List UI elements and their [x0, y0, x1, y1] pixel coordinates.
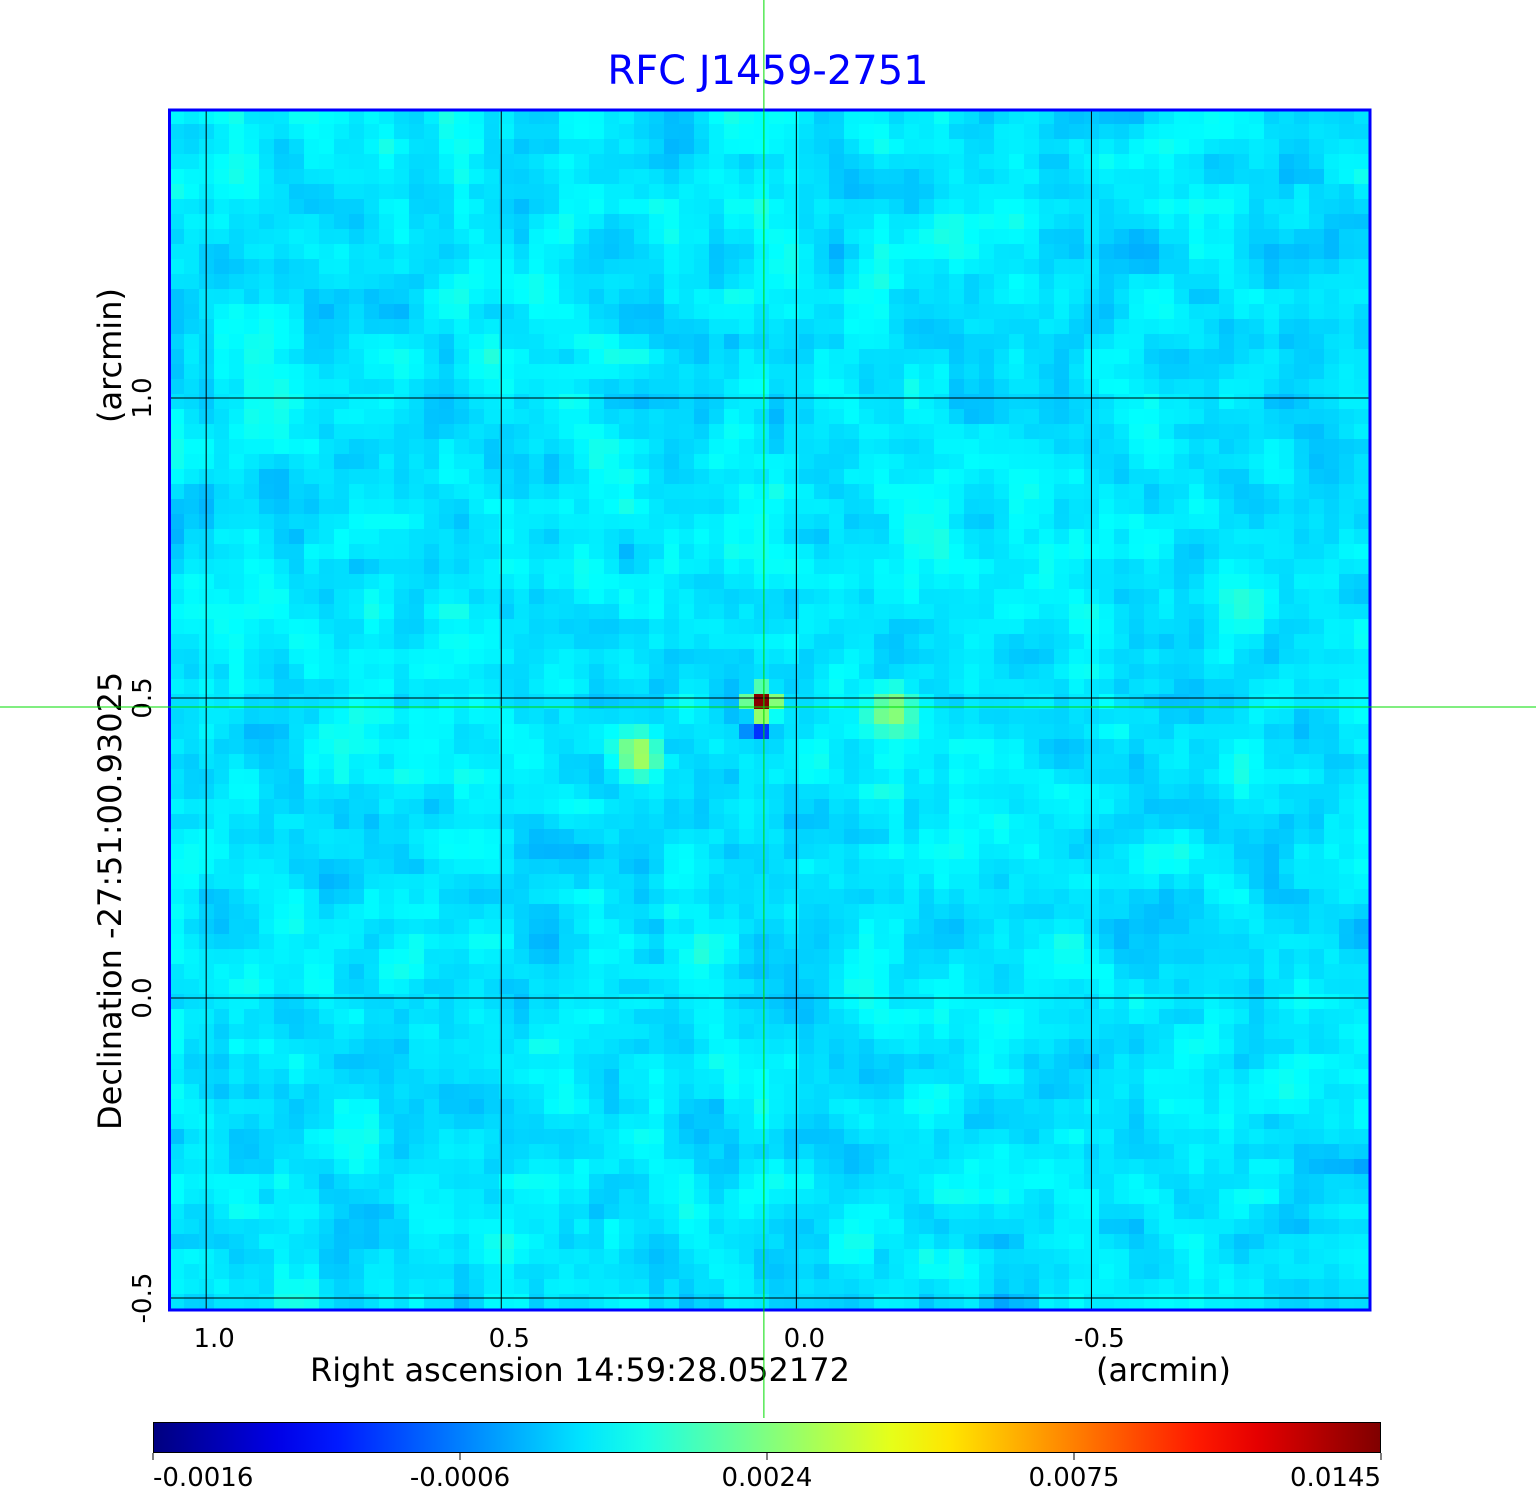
intensity-map [169, 109, 1370, 1310]
plot-area [169, 109, 1370, 1310]
colorbar [153, 1422, 1381, 1453]
colorbar-tick-label: 0.0075 [1029, 1463, 1120, 1493]
colorbar-tick-label: -0.0006 [410, 1463, 510, 1493]
y-tick-label: 1.0 [128, 377, 158, 418]
x-tick-label: 1.0 [194, 1324, 235, 1354]
y-tick-label: -0.5 [128, 1273, 158, 1324]
colorbar-tick-label: 0.0145 [1290, 1463, 1381, 1493]
x-tick-label: 0.5 [489, 1324, 530, 1354]
x-tick-labels: 1.0 0.5 0.0 -0.5 [194, 1324, 1125, 1354]
colorbar-tick-label: -0.0016 [153, 1463, 253, 1493]
y-axis-unit: (arcmin) [91, 288, 129, 423]
y-axis-label: Declination -27:51:00.93025 [91, 672, 129, 1130]
x-axis-label: Right ascension 14:59:28.052172 [310, 1351, 850, 1389]
x-tick-label: -0.5 [1074, 1324, 1125, 1354]
x-axis-unit: (arcmin) [1096, 1351, 1231, 1389]
colorbar-tick-labels: -0.0016 -0.0006 0.0024 0.0075 0.0145 [152, 1453, 1382, 1493]
chart-title: RFC J1459-2751 [607, 48, 929, 94]
y-tick-label: 0.5 [128, 677, 158, 718]
y-tick-label: 0.0 [128, 977, 158, 1018]
x-tick-label: 0.0 [784, 1324, 825, 1354]
colorbar-tick-label: 0.0024 [722, 1463, 813, 1493]
y-tick-labels: 1.0 0.5 0.0 -0.5 [128, 377, 158, 1323]
